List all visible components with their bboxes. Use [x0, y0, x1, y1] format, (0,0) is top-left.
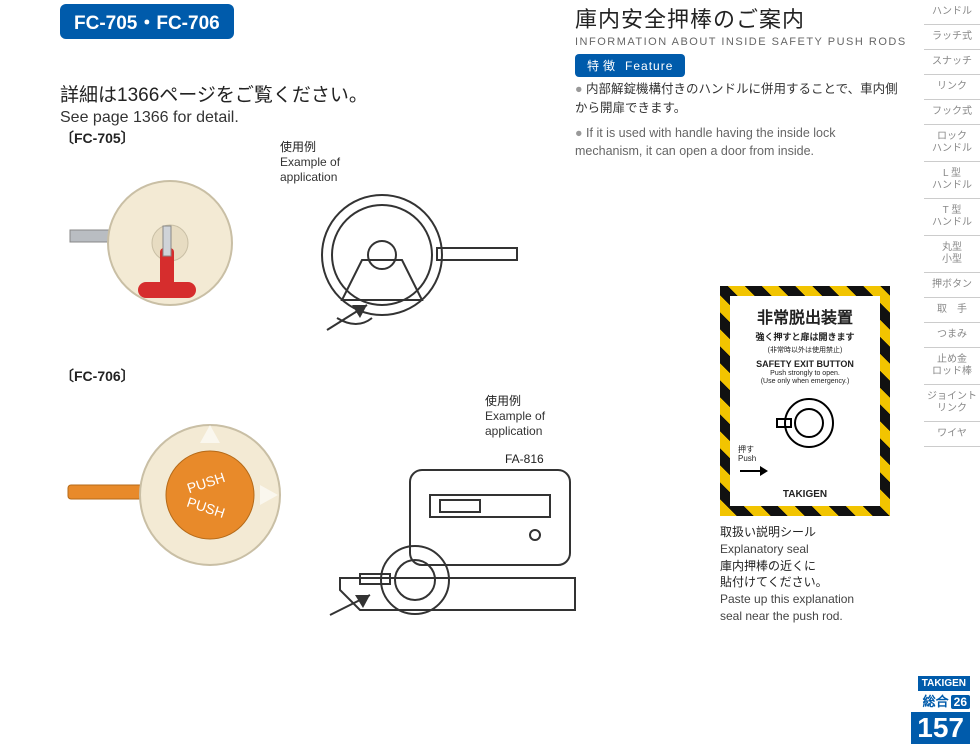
seal-title-jp: 非常脱出装置 — [736, 304, 874, 328]
sidebar-category[interactable]: ハンドル — [924, 0, 980, 25]
page-sogo: 総合26 — [911, 691, 970, 710]
example-label-2-jp: 使用例 — [485, 394, 545, 409]
sidebar-category[interactable]: スナッチ — [924, 50, 980, 75]
seal-line6: (Use only when emergency.) — [736, 378, 874, 385]
detail-block: 詳細は1366ページをご覧ください。 See page 1366 for det… — [60, 80, 368, 127]
seal-push-en: Push — [738, 455, 768, 464]
feature-jp: 内部解錠機構付きのハンドルに併用することで、車内側から開扉できます。 — [575, 80, 905, 118]
seal-push-label: 押す Push — [738, 446, 768, 478]
seal-brand: TAKIGEN — [730, 489, 880, 500]
seal-title-en: SAFETY EXIT BUTTON — [736, 359, 874, 369]
feature-header-jp: 特徴 — [587, 59, 619, 73]
sidebar-category[interactable]: T 型ハンドル — [924, 199, 980, 236]
seal-knob-icon — [775, 393, 835, 453]
sidebar-category[interactable]: リンク — [924, 75, 980, 100]
example-label-2: 使用例 Example of application — [485, 394, 545, 439]
detail-en: See page 1366 for detail. — [60, 109, 368, 127]
explanatory-seal: 非常脱出装置 強く押すと扉は開きます (非常時以外は使用禁止) SAFETY E… — [720, 286, 890, 516]
sidebar-category[interactable]: フック式 — [924, 100, 980, 125]
seal-cap-4: 貼付けてください。 — [720, 574, 910, 591]
fa816-label: FA-816 — [505, 452, 544, 466]
example-label-2-en2: application — [485, 424, 545, 439]
page-number: 157 — [911, 712, 970, 744]
product-fc706-image: PUSH PUSH — [60, 395, 290, 595]
title-jp: 庫内安全押棒のご案内 — [575, 2, 907, 34]
sidebar-category[interactable]: つまみ — [924, 323, 980, 348]
feature-en: If it is used with handle having the ins… — [575, 124, 905, 162]
part-label-705: 〔FC-705〕 — [60, 128, 135, 148]
part-label-706: 〔FC-706〕 — [60, 366, 135, 386]
sidebar-category[interactable]: ワイヤ — [924, 422, 980, 447]
seal-line2: 強く押すと扉は開きます — [736, 330, 874, 343]
page-sogo-num: 26 — [951, 695, 970, 709]
detail-jp: 詳細は1366ページをご覧ください。 — [60, 80, 368, 107]
seal-cap-6: seal near the push rod. — [720, 608, 910, 625]
seal-caption: 取扱い説明シール Explanatory seal 庫内押棒の近くに 貼付けてく… — [720, 524, 910, 625]
category-sidebar: ハンドルラッチ式スナッチリンクフック式ロックハンドルL 型ハンドルT 型ハンドル… — [924, 0, 980, 447]
sidebar-category[interactable]: L 型ハンドル — [924, 162, 980, 199]
seal-cap-5: Paste up this explanation — [720, 591, 910, 608]
page-number-block: TAKIGEN 総合26 157 — [911, 673, 970, 744]
sidebar-category[interactable]: 止め金ロッド棒 — [924, 348, 980, 385]
sidebar-category[interactable]: ラッチ式 — [924, 25, 980, 50]
diagram-fc706-application — [300, 440, 580, 640]
seal-cap-1: 取扱い説明シール — [720, 524, 910, 541]
diagram-fc705-application — [272, 170, 522, 350]
page-sogo-label: 総合 — [923, 694, 949, 709]
product-fc705-image — [60, 148, 250, 338]
seal-inner: 非常脱出装置 強く押すと扉は開きます (非常時以外は使用禁止) SAFETY E… — [730, 296, 880, 506]
sidebar-category[interactable]: 丸型小型 — [924, 236, 980, 273]
example-label-1-jp: 使用例 — [280, 140, 340, 155]
title-block: 庫内安全押棒のご案内 INFORMATION ABOUT INSIDE SAFE… — [575, 2, 907, 48]
feature-body: 内部解錠機構付きのハンドルに併用することで、車内側から開扉できます。 If it… — [575, 80, 905, 167]
model-badge: FC-705・FC-706 — [60, 4, 234, 39]
example-label-2-en1: Example of — [485, 409, 545, 424]
seal-cap-3: 庫内押棒の近くに — [720, 558, 910, 575]
seal-line5: Push strongly to open. — [736, 370, 874, 377]
sidebar-category[interactable]: 押ボタン — [924, 273, 980, 298]
feature-header: 特徴 Feature — [575, 54, 685, 77]
seal-cap-2: Explanatory seal — [720, 541, 910, 558]
example-label-1-en1: Example of — [280, 155, 340, 170]
sidebar-category[interactable]: ジョイントリンク — [924, 385, 980, 422]
sidebar-category[interactable]: ロックハンドル — [924, 125, 980, 162]
sidebar-category[interactable]: 取 手 — [924, 298, 980, 323]
seal-line3: (非常時以外は使用禁止) — [736, 345, 874, 355]
page-brand: TAKIGEN — [918, 676, 970, 691]
feature-header-en: Feature — [625, 59, 673, 73]
title-en: INFORMATION ABOUT INSIDE SAFETY PUSH ROD… — [575, 36, 907, 48]
